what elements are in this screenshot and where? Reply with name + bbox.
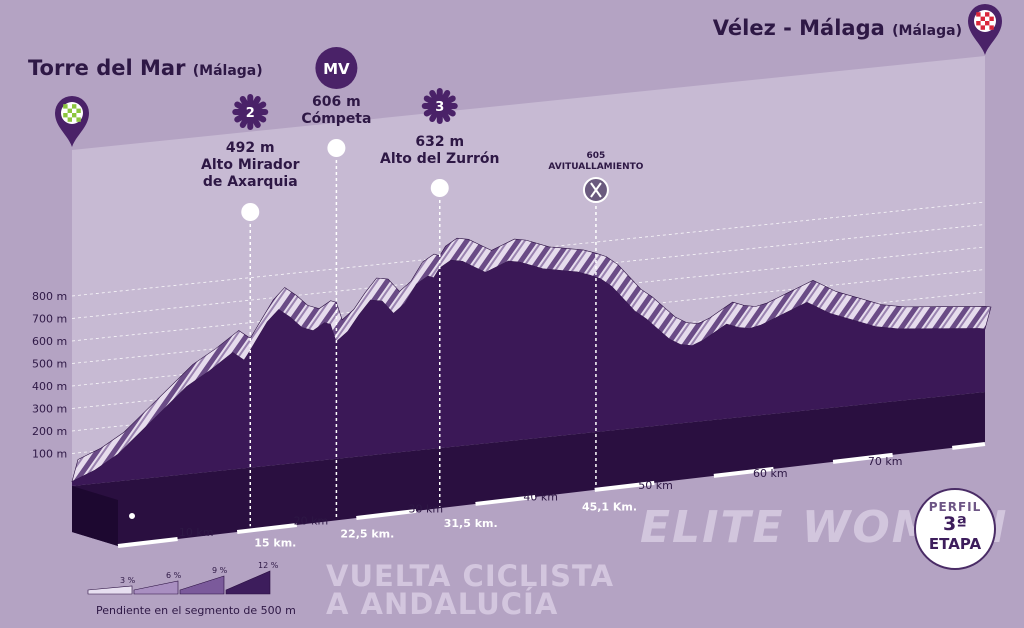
climb-km-label: 22,5 km. (340, 527, 394, 540)
checker-square (980, 25, 985, 30)
stage-badge-stage: ETAPA (928, 535, 982, 553)
checker-square (980, 16, 985, 21)
checker-square (985, 21, 990, 26)
feed-label: AVITUALLAMIENTO (548, 162, 643, 172)
y-tick-label: 400 m (32, 380, 67, 393)
y-tick-label: 700 m (32, 313, 67, 326)
feed-altitude: 605 (587, 151, 606, 161)
checker-square (67, 117, 72, 122)
checker-square (63, 104, 68, 109)
race-branding: VUELTA CICLISTA A ANDALUCÍA (326, 559, 615, 621)
x-tick-label: 70 km (868, 455, 903, 468)
climb-summit-dot (327, 139, 346, 157)
y-tick-label: 500 m (32, 358, 67, 371)
checker-square (72, 104, 77, 109)
legend-label: 6 % (166, 571, 182, 580)
climb-km-label: 31,5 km. (444, 517, 498, 530)
start-finish-pins (55, 4, 1002, 147)
checker-square (985, 12, 990, 17)
y-tick-label: 100 m (32, 448, 67, 461)
checker-square (63, 113, 68, 118)
legend-label: 9 % (212, 566, 228, 575)
stage-badge: PERFIL 3ª ETAPA (914, 488, 996, 570)
climb-category-icon: 3 (421, 88, 458, 124)
climb-name-line2: de Axarquia (203, 174, 298, 190)
y-tick-label: 300 m (32, 403, 67, 416)
start-town-region: (Málaga) (192, 63, 263, 79)
y-tick-label: 800 m (32, 290, 67, 303)
y-tick-label: 200 m (32, 425, 67, 438)
x-tick-label: 60 km (753, 467, 788, 480)
checker-square (989, 25, 994, 30)
x-axis: 10 km 20 km 30 km 40 km 50 km 60 km 70 km (117, 442, 986, 548)
climb-name: Cómpeta (301, 111, 371, 127)
start-town-title: Torre del Mar (Málaga) (28, 56, 263, 80)
finish-pin-icon (968, 4, 1002, 55)
y-axis-labels: 100 m 200 m 300 m 400 m 500 m 600 m 700 m 800 m (32, 290, 67, 461)
x-tick-label: 30 km (409, 503, 444, 516)
stage-badge-label: PERFIL (928, 500, 982, 514)
start-pin-icon (55, 96, 89, 147)
checker-square (72, 113, 77, 118)
climb-category-icon: 2 (232, 94, 269, 130)
climb-km-label: 15 km. (254, 536, 296, 549)
finish-town-region: (Málaga) (892, 23, 962, 39)
checker-square (976, 21, 981, 26)
checker-square (67, 108, 72, 113)
climb-marker-label: 2 (246, 106, 255, 121)
legend-swatch (179, 575, 225, 595)
checker-square (76, 117, 81, 122)
x-tick-label: 40 km (523, 491, 558, 504)
x-tick-label: 20 km (294, 514, 329, 527)
climb-category-ray (239, 96, 261, 128)
profile-base-edge (72, 486, 118, 546)
climb-marker-label: MV (323, 60, 350, 78)
y-tick-label: 600 m (32, 335, 67, 348)
profile-area (72, 260, 985, 486)
legend-caption: Pendiente en el segmento de 500 m (96, 604, 296, 617)
x-tick-label: 50 km (638, 479, 673, 492)
climb-altitude: 606 m (312, 94, 361, 110)
start-point-dot (128, 512, 136, 520)
climb-name: Alto del Zurrón (380, 151, 500, 167)
legend-label: 12 % (258, 561, 279, 570)
gradient-legend: 3 % 6 % 9 % 12 % (87, 561, 279, 595)
stage-badge-number: 3ª (943, 513, 967, 535)
mountain-finish-icon (315, 47, 358, 89)
climb-name: Alto Mirador (201, 157, 300, 173)
climb-altitude: 492 m (226, 140, 275, 156)
checker-square (989, 16, 994, 21)
x-axis-band (117, 442, 986, 548)
climb-category-ray (429, 90, 451, 122)
legend-swatch (87, 585, 133, 595)
race-branding-line1: VUELTA CICLISTA (326, 559, 615, 593)
legend-swatch (225, 570, 271, 595)
legend-label: 3 % (120, 576, 136, 585)
climb-summit-dot (430, 179, 449, 197)
x-tick-label: 10 km (179, 526, 214, 539)
climb-marker-label: 3 (435, 100, 444, 115)
checker-square (976, 12, 981, 17)
climb-altitude: 632 m (415, 134, 464, 150)
start-town-name: Torre del Mar (28, 56, 186, 80)
legend-swatch (133, 580, 179, 595)
climb-summit-dot (241, 203, 260, 221)
profile-base-slab (72, 392, 985, 546)
feed-km-label: 45,1 Km. (582, 501, 637, 514)
fork-knife-glyph (590, 182, 602, 198)
finish-town-name: Vélez - Málaga (712, 16, 885, 40)
checker-square (76, 108, 81, 113)
race-branding-line2: A ANDALUCÍA (326, 587, 559, 621)
elevation-profile (71, 237, 992, 546)
finish-town-title: Vélez - Málaga (Málaga) (713, 16, 962, 40)
